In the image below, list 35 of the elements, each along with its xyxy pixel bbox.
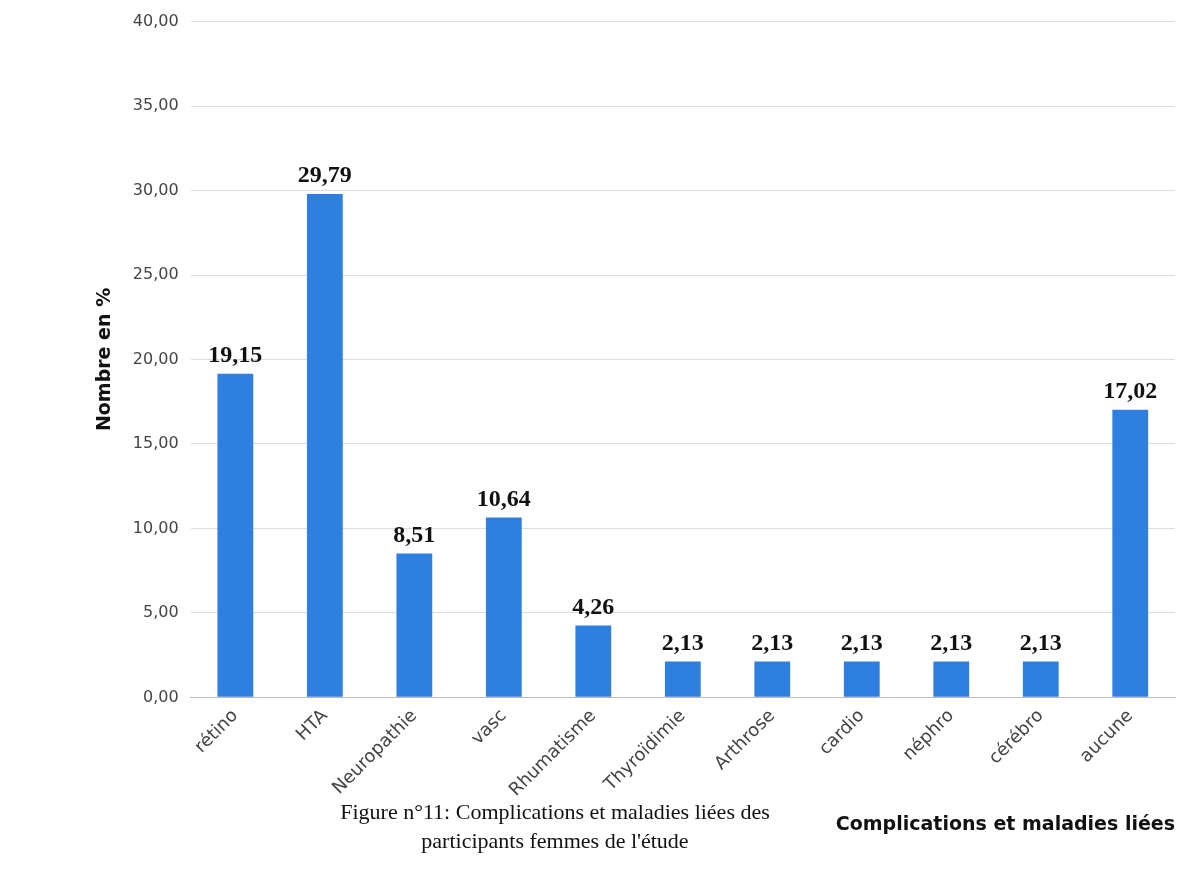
y-tick-label: 5,00 [142,602,179,622]
data-label: 17,02 [1103,377,1158,404]
bar [933,661,970,697]
bar [1112,409,1149,697]
y-tick-label: 35,00 [132,95,179,115]
y-tick-label: 30,00 [132,179,179,199]
bar [754,661,791,697]
data-label: 2,13 [751,628,794,655]
bar [1022,661,1059,697]
y-tick-label: 20,00 [132,348,179,368]
data-label: 8,51 [393,520,436,547]
data-label: 10,64 [476,484,531,511]
x-axis-title: Complications et maladies liées [835,811,1175,834]
y-tick-label: 40,00 [132,10,179,30]
data-label: 2,13 [930,628,973,655]
y-tick-label: 0,00 [142,686,179,706]
bar [396,553,433,697]
bar [575,625,612,697]
data-label: 4,26 [572,592,615,619]
bar [843,661,880,697]
y-axis-title: Nombre en % [92,287,115,432]
data-label: 2,13 [840,628,883,655]
y-tick-label: 25,00 [132,264,179,284]
bar [664,661,701,697]
y-tick-label: 10,00 [132,517,179,537]
text: Figure n°11: Complications et maladies liées des participants femmes de l'étude [339,798,771,855]
data-label: 19,15 [208,341,263,368]
bar [217,373,254,697]
data-label: 2,13 [1019,628,1062,655]
y-tick-label: 15,00 [132,433,179,453]
bar [485,517,522,697]
bar [306,194,343,697]
x-tick-label: HTA [291,703,332,745]
data-label: 2,13 [661,628,704,655]
data-label: 29,79 [297,161,352,188]
